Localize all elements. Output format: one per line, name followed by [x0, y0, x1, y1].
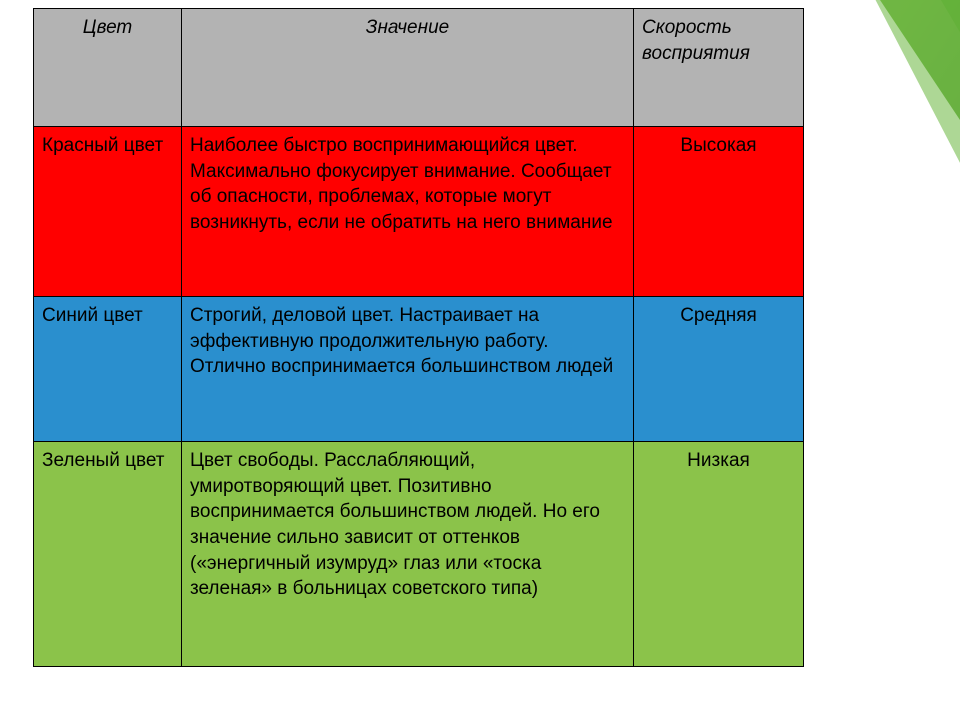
cell-color-name: Красный цвет [34, 127, 182, 297]
table-row: Красный цветНаиболее быстро воспринимающ… [34, 127, 804, 297]
table-row: Зеленый цветЦвет свободы. Расслабляющий,… [34, 442, 804, 667]
cell-color-meaning: Наиболее быстро воспринимающийся цвет. М… [182, 127, 634, 297]
cell-color-speed: Низкая [634, 442, 804, 667]
cell-color-meaning: Цвет свободы. Расслабляющий, умиротворяю… [182, 442, 634, 667]
color-perception-table: Цвет Значение Скорость восприятия Красны… [33, 8, 804, 667]
table-header-row: Цвет Значение Скорость восприятия [34, 9, 804, 127]
cell-color-meaning: Строгий, деловой цвет. Настраивает на эф… [182, 297, 634, 442]
table-row: Синий цветСтрогий, деловой цвет. Настраи… [34, 297, 804, 442]
col-header-speed: Скорость восприятия [634, 9, 804, 127]
cell-color-name: Синий цвет [34, 297, 182, 442]
cell-color-name: Зеленый цвет [34, 442, 182, 667]
table-body: Красный цветНаиболее быстро воспринимающ… [34, 127, 804, 667]
col-header-meaning: Значение [182, 9, 634, 127]
cell-color-speed: Высокая [634, 127, 804, 297]
col-header-color: Цвет [34, 9, 182, 127]
cell-color-speed: Средняя [634, 297, 804, 442]
